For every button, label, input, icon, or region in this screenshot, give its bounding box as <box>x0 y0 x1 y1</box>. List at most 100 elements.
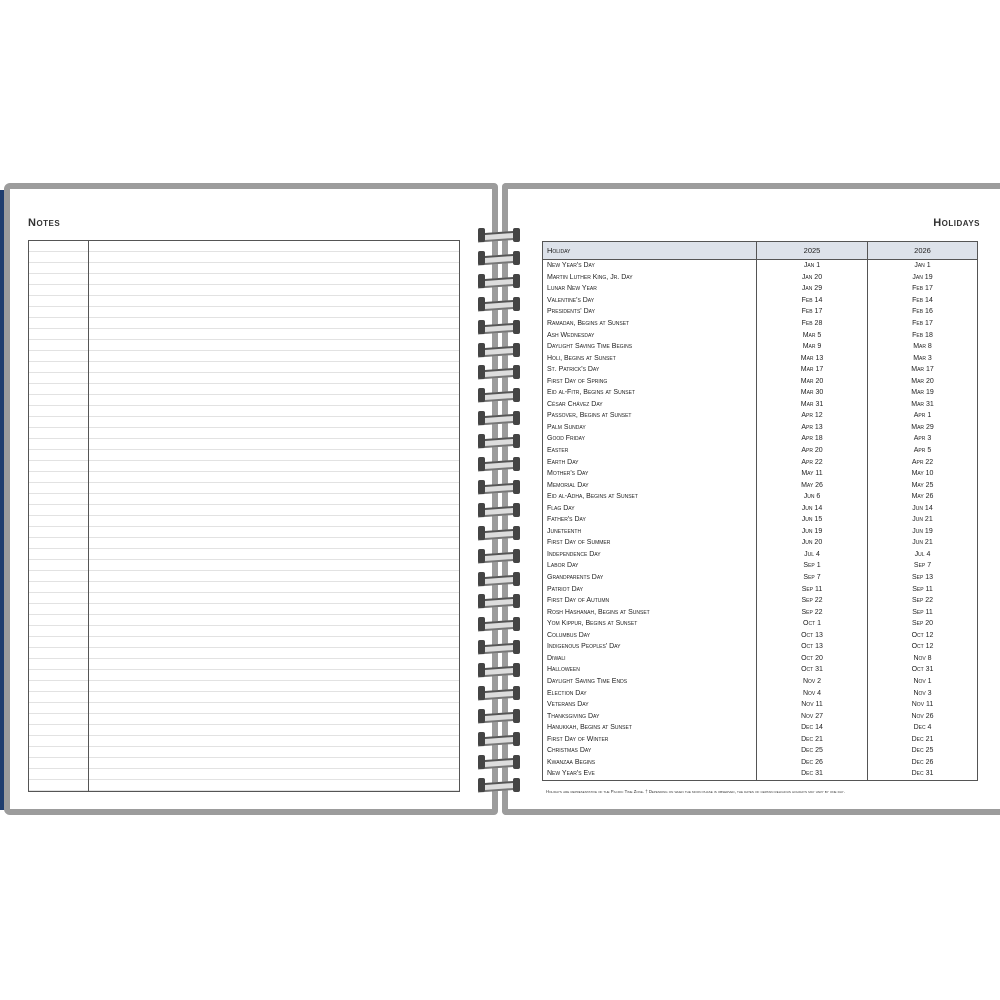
holiday-name: Mother's Day <box>542 467 757 480</box>
spiral-ring <box>478 640 520 655</box>
spiral-ring <box>478 686 520 701</box>
holiday-name: Veterans Day <box>542 698 757 711</box>
spiral-ring <box>478 617 520 632</box>
date-2025: May 11 <box>756 467 868 480</box>
table-row: Columbus Day Oct 13 Oct 12 <box>542 629 978 642</box>
spiral-ring <box>478 457 520 472</box>
date-2025: Mar 9 <box>756 340 868 353</box>
table-row: Good Friday Apr 18 Apr 3 <box>542 433 978 445</box>
table-row: Independence Day Jul 4 Jul 4 <box>542 548 978 561</box>
table-row: Valentine's Day Feb 14 Feb 14 <box>542 294 978 307</box>
table-row: Flag Day Jun 14 Jun 14 <box>542 502 978 515</box>
holiday-name: Flag Day <box>542 502 757 515</box>
holiday-name: Hanukkah, Begins at Sunset <box>542 721 757 734</box>
spiral-ring <box>478 663 520 678</box>
date-2025: Dec 26 <box>756 756 868 769</box>
holiday-name: Rosh Hashanah, Begins at Sunset <box>542 606 757 618</box>
date-2026: Mar 3 <box>867 352 978 364</box>
date-2025: Apr 22 <box>756 456 868 468</box>
holiday-name: Holi, Begins at Sunset <box>542 352 757 364</box>
holiday-name: Good Friday <box>542 433 757 445</box>
table-row: First Day of Winter Dec 21 Dec 21 <box>542 733 978 745</box>
notes-page: Notes <box>4 183 498 815</box>
table-row: Patriot Day Sep 11 Sep 11 <box>542 583 978 595</box>
spiral-ring <box>478 777 520 793</box>
date-2026: Mar 17 <box>867 363 978 376</box>
table-row: Thanksgiving Day Nov 27 Nov 26 <box>542 710 978 722</box>
date-2026: Jun 21 <box>867 537 978 549</box>
spiral-ring <box>478 525 520 541</box>
table-header: Holiday 2025 2026 <box>542 241 978 260</box>
table-row: Veterans Day Nov 11 Nov 11 <box>542 698 978 711</box>
table-row: Juneteenth Jun 19 Jun 19 <box>542 525 978 538</box>
date-2025: Oct 13 <box>756 629 868 642</box>
date-2025: Jun 6 <box>756 490 868 503</box>
spiral-ring <box>478 731 520 747</box>
table-row: Grandparents Day Sep 7 Sep 13 <box>542 571 978 584</box>
date-2026: May 25 <box>867 479 978 491</box>
holiday-name: Thanksgiving Day <box>542 710 757 722</box>
date-2026: Dec 31 <box>867 768 978 781</box>
spiral-ring <box>478 296 520 312</box>
date-2026: Oct 12 <box>867 641 978 653</box>
holiday-name: Grandparents Day <box>542 571 757 584</box>
date-2025: Jul 4 <box>756 548 868 561</box>
table-row: Ash Wednesday Mar 5 Feb 18 <box>542 329 978 341</box>
date-2026: Sep 7 <box>867 560 978 572</box>
date-2025: Nov 4 <box>756 687 868 699</box>
date-2026: Mar 29 <box>867 421 978 434</box>
holiday-name: New Year's Eve <box>542 768 757 781</box>
date-2026: Apr 1 <box>867 410 978 422</box>
holiday-name: First Day of Spring <box>542 375 757 388</box>
date-2026: Nov 11 <box>867 698 978 711</box>
date-2025: Mar 30 <box>756 387 868 399</box>
table-row: Kwanzaa Begins Dec 26 Dec 26 <box>542 756 978 769</box>
spiral-ring <box>478 388 520 403</box>
table-row: Christmas Day Dec 25 Dec 25 <box>542 744 978 757</box>
spiral-ring <box>478 594 520 609</box>
spiral-binding <box>474 228 524 793</box>
table-row: Eid al-Adha, Begins at Sunset Jun 6 May 26 <box>542 490 978 503</box>
date-2025: Sep 11 <box>756 583 868 595</box>
date-2025: Apr 12 <box>756 410 868 422</box>
holiday-name: Juneteenth <box>542 525 757 538</box>
date-2025: Jan 1 <box>756 259 868 272</box>
table-row: St. Patrick's Day Mar 17 Mar 17 <box>542 363 978 376</box>
date-2025: Mar 31 <box>756 398 868 411</box>
date-2025: Oct 1 <box>756 617 868 630</box>
table-row: Earth Day Apr 22 Apr 22 <box>542 456 978 468</box>
date-2026: Dec 4 <box>867 721 978 734</box>
holiday-name: Martin Luther King, Jr. Day <box>542 271 757 284</box>
holiday-name: Earth Day <box>542 456 757 468</box>
holiday-name: First Day of Summer <box>542 537 757 549</box>
column-header: 2025 <box>756 241 868 260</box>
spiral-ring <box>478 250 520 266</box>
spiral-ring <box>478 434 520 449</box>
holiday-name: Father's Day <box>542 514 757 526</box>
date-2025: Jun 14 <box>756 502 868 515</box>
spiral-ring <box>478 228 520 243</box>
date-2025: Feb 17 <box>756 306 868 318</box>
date-2026: May 26 <box>867 490 978 503</box>
date-2025: Nov 2 <box>756 675 868 688</box>
spiral-ring <box>478 754 520 770</box>
spiral-ring <box>478 548 520 564</box>
holiday-name: Labor Day <box>542 560 757 572</box>
date-2026: Oct 31 <box>867 664 978 676</box>
date-2026: Feb 17 <box>867 283 978 295</box>
date-2025: Mar 5 <box>756 329 868 341</box>
spiral-ring <box>478 479 520 495</box>
date-2025: Sep 22 <box>756 606 868 618</box>
date-2025: Sep 22 <box>756 594 868 607</box>
spiral-ring <box>478 365 520 380</box>
table-row: Mother's Day May 11 May 10 <box>542 467 978 480</box>
table-row: Memorial Day May 26 May 25 <box>542 479 978 491</box>
table-row: Election Day Nov 4 Nov 3 <box>542 687 978 699</box>
date-2025: Mar 13 <box>756 352 868 364</box>
holiday-name: Ash Wednesday <box>542 329 757 341</box>
table-row: New Year's Eve Dec 31 Dec 31 <box>542 768 978 781</box>
date-2026: Sep 11 <box>867 606 978 618</box>
table-row: Lunar New Year Jan 29 Feb 17 <box>542 283 978 295</box>
date-2025: Oct 13 <box>756 641 868 653</box>
holiday-name: St. Patrick's Day <box>542 363 757 376</box>
